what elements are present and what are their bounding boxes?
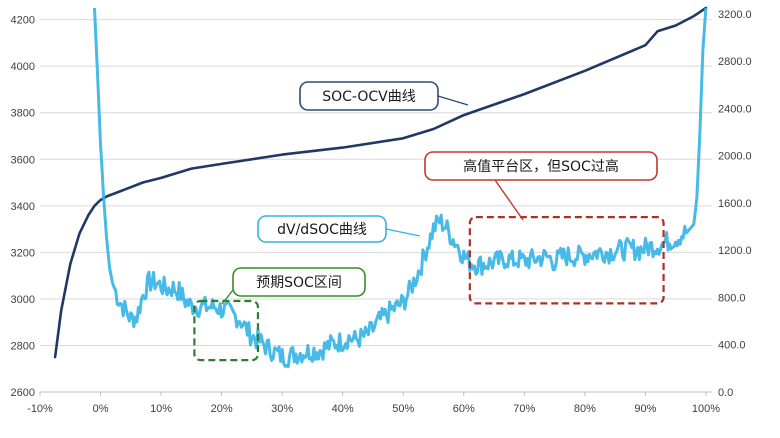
expected-callout-label: 预期SOC区间	[256, 275, 342, 291]
x-tick-label: 0%	[93, 403, 109, 415]
ocv-callout-leader	[437, 95, 469, 106]
dv-callout-leader	[385, 228, 421, 237]
x-tick-label: 20%	[211, 403, 233, 415]
y-right-tick-label: 2400.0	[718, 103, 752, 115]
y-left-tick-label: 2800	[11, 340, 35, 352]
y-right-tick-label: 3200.0	[718, 9, 752, 21]
ocv-callout-box	[299, 81, 439, 111]
y-left-tick-label: 4200	[11, 15, 35, 27]
y-right-tick-label: 400.0	[718, 340, 746, 352]
plateau-callout: 高值平台区，但SOC过高	[424, 151, 658, 221]
ocv-callout: SOC-OCV曲线	[299, 81, 469, 111]
y-right-tick-label: 800.0	[718, 292, 746, 304]
x-tick-label: 50%	[392, 403, 414, 415]
y-right-tick-label: 2800.0	[718, 56, 752, 68]
x-tick-label: 70%	[513, 403, 535, 415]
x-tick-label: 40%	[332, 403, 354, 415]
plateau-callout-leader	[494, 179, 524, 221]
series-0	[53, 6, 708, 359]
expected-callout-leader	[221, 289, 234, 305]
dv-dsoc-line	[93, 7, 708, 369]
y-right-tick-label: 2000.0	[718, 151, 752, 163]
right-y-axis: 0.0 400.0 800.0 1200.0 1600.0 2000.0 2400.0 280…	[718, 9, 752, 399]
left-y-axis: 2600 2800 3000 3200 3400 3600 3800 4000 4200	[11, 15, 35, 399]
y-right-tick-label: 1600.0	[718, 198, 752, 210]
x-tick-label: 90%	[634, 403, 656, 415]
y-left-tick-label: 2600	[11, 387, 35, 399]
y-right-tick-label: 0.0	[718, 387, 733, 399]
x-tick-label: 10%	[150, 403, 172, 415]
expected-callout-box	[232, 267, 366, 297]
y-left-tick-label: 4000	[11, 61, 35, 73]
y-left-tick-label: 3600	[11, 154, 35, 166]
x-tick-label: 100%	[692, 403, 720, 415]
series-1	[93, 7, 708, 369]
y-left-tick-label: 3400	[11, 201, 35, 213]
series-layer	[53, 6, 708, 369]
x-axis: -10% 0% 10% 20% 30% 40% 50% 60% 70% 80% 90% 100%	[27, 391, 720, 415]
highlight-regions	[193, 216, 665, 362]
y-left-tick-label: 3800	[11, 108, 35, 120]
expected-soc-region	[193, 299, 260, 362]
x-tick-label: 30%	[271, 403, 293, 415]
dv-callout: dV/dSOC曲线	[257, 215, 421, 243]
dv-callout-label: dV/dSOC曲线	[277, 222, 367, 238]
plateau-callout-label: 高值平台区，但SOC过高	[463, 158, 619, 175]
y-left-tick-label: 3000	[11, 294, 35, 306]
high-plateau-region	[468, 216, 665, 305]
dv-callout-box	[257, 215, 387, 243]
x-tick-label: 60%	[453, 403, 475, 415]
x-tick-label: -10%	[27, 403, 53, 415]
y-right-tick-label: 1200.0	[718, 245, 752, 257]
expected-callout: 预期SOC区间	[221, 267, 366, 305]
ocv-callout-label: SOC-OCV曲线	[322, 89, 416, 105]
plateau-callout-box	[424, 151, 658, 181]
x-tick-label: 80%	[574, 403, 596, 415]
gridlines	[40, 19, 712, 393]
y-left-tick-label: 3200	[11, 247, 35, 259]
soc-ocv-line	[53, 6, 708, 359]
